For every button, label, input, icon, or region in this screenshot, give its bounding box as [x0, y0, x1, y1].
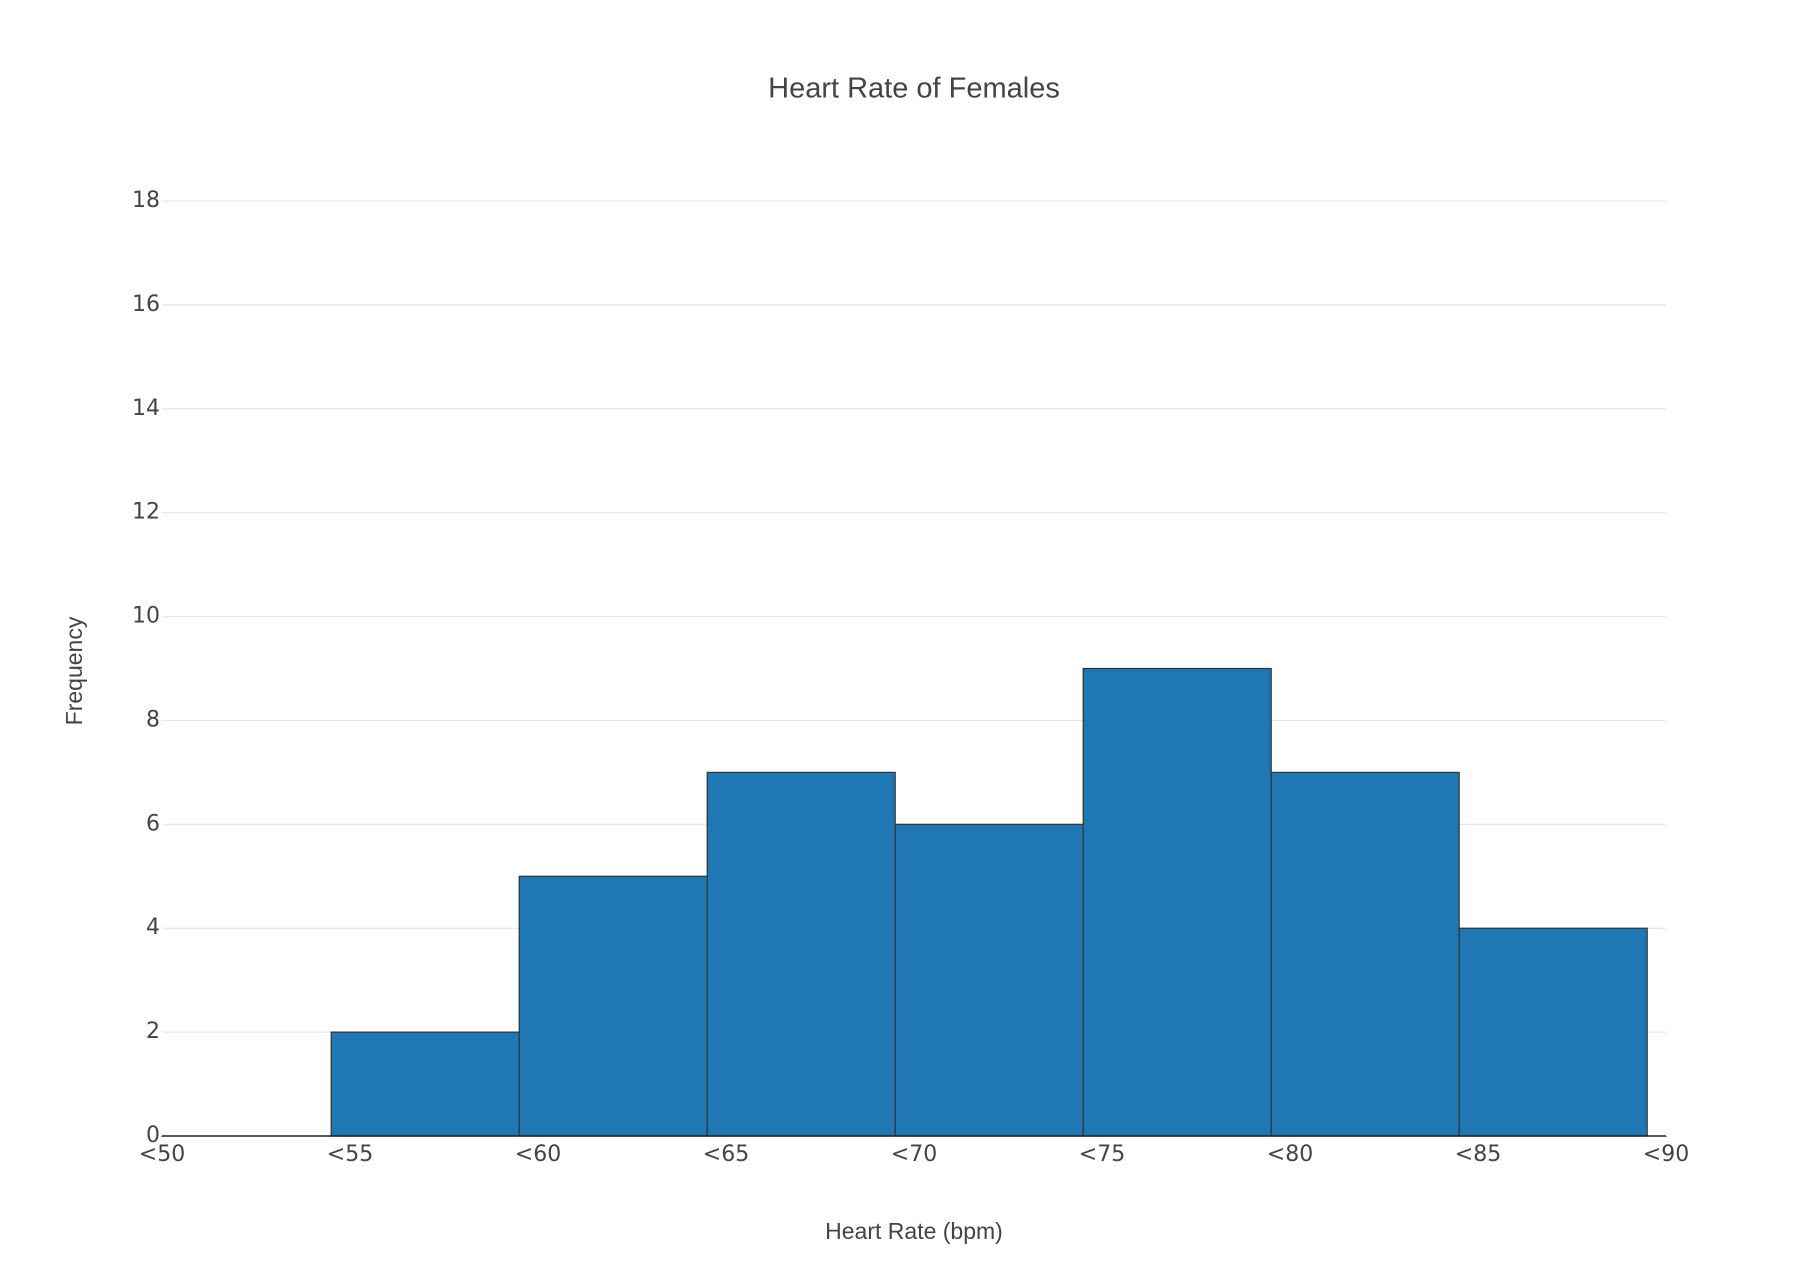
x-tick-label: <70 [891, 1142, 937, 1167]
bar [1270, 771, 1460, 1137]
y-tick-label: 0 [146, 1123, 160, 1148]
bar [1082, 667, 1272, 1137]
x-tick-label: <55 [327, 1142, 373, 1167]
x-tick-label: <80 [1267, 1142, 1313, 1167]
x-tick-label: <85 [1455, 1142, 1501, 1167]
x-tick-label: <65 [703, 1142, 749, 1167]
bar [894, 823, 1084, 1137]
x-axis-title: Heart Rate (bpm) [825, 1218, 1003, 1244]
y-tick-label: 16 [132, 292, 160, 317]
x-tick-label: <90 [1643, 1142, 1689, 1167]
y-axis-title: Frequency [61, 616, 87, 725]
x-tick-label: <60 [515, 1142, 561, 1167]
bar [330, 1031, 520, 1137]
y-tick-label: 12 [132, 500, 160, 525]
y-tick-label: 2 [146, 1019, 160, 1044]
bar [1458, 927, 1648, 1137]
y-tick-label: 8 [146, 707, 160, 732]
y-tick-label: 6 [146, 811, 160, 836]
y-tick-label: 14 [132, 396, 160, 421]
chart-title: Heart Rate of Females [768, 73, 1060, 105]
y-tick-label: 10 [132, 604, 160, 629]
y-tick-label: 4 [146, 915, 160, 940]
y-tick-label: 18 [132, 188, 160, 213]
x-tick-label: <50 [139, 1142, 185, 1167]
bar [706, 771, 896, 1137]
bar [518, 875, 708, 1137]
x-tick-label: <75 [1079, 1142, 1125, 1167]
